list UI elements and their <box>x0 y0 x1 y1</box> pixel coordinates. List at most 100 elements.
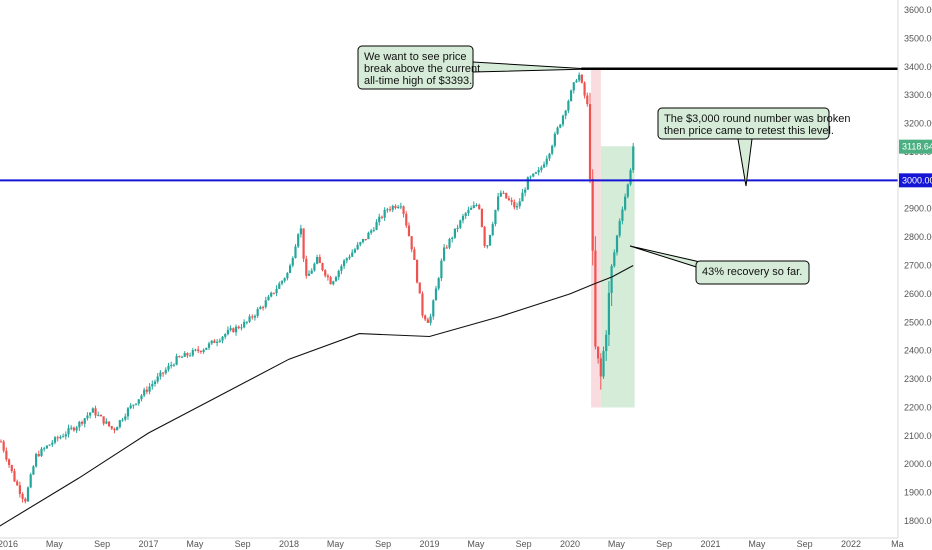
candle <box>542 164 546 168</box>
round-number-note-box <box>657 107 830 140</box>
candle <box>321 263 324 271</box>
candle <box>524 189 527 193</box>
candle <box>37 454 40 457</box>
candle <box>210 340 213 344</box>
candle <box>356 244 359 250</box>
candle <box>232 328 235 333</box>
candle <box>537 169 540 173</box>
candle <box>99 414 103 417</box>
candle <box>567 101 570 111</box>
ath-note-text: break above the current <box>364 63 480 75</box>
candle <box>270 292 273 297</box>
candle <box>586 95 589 105</box>
candle <box>402 206 405 214</box>
candle <box>591 179 594 251</box>
candle <box>615 235 619 253</box>
candle <box>151 384 154 387</box>
x-tick-label: Sep <box>235 539 251 549</box>
candle <box>451 237 454 240</box>
candle <box>264 300 267 308</box>
candle <box>226 330 230 335</box>
candle <box>21 493 24 499</box>
candle <box>459 220 462 228</box>
candle <box>83 418 86 424</box>
candle <box>429 316 432 323</box>
candle <box>137 399 140 404</box>
candle <box>415 259 419 283</box>
candle <box>51 442 54 445</box>
candle <box>64 434 67 437</box>
x-tick-label: Sep <box>797 539 813 549</box>
y-tick-label: 2500.00 <box>904 317 932 327</box>
candle <box>124 416 127 420</box>
candle <box>56 437 59 439</box>
candle <box>251 316 254 318</box>
candle <box>2 441 5 451</box>
candle <box>475 204 478 206</box>
candle <box>256 309 259 316</box>
moving-average-line <box>0 265 634 527</box>
candle <box>172 364 175 366</box>
y-tick-label: 2700.00 <box>904 261 932 271</box>
candle <box>70 427 73 429</box>
candle <box>334 277 338 282</box>
x-tick-label: Sep <box>94 539 110 549</box>
candle <box>583 82 586 96</box>
candle <box>505 192 508 199</box>
candle <box>259 307 262 310</box>
candle <box>313 263 316 271</box>
candle <box>551 145 554 154</box>
candle <box>559 124 562 128</box>
candle <box>578 74 581 81</box>
candle <box>599 358 602 377</box>
candle <box>510 200 513 202</box>
candle <box>153 381 157 385</box>
candle <box>243 321 246 328</box>
candle <box>359 242 362 245</box>
x-tick-label: May <box>467 539 485 549</box>
candle <box>548 153 551 159</box>
candle <box>234 326 238 333</box>
candle <box>213 340 216 344</box>
candle <box>113 428 116 431</box>
candle <box>294 246 297 259</box>
candle <box>205 347 208 350</box>
candle <box>367 232 370 240</box>
candle <box>397 206 400 208</box>
candle <box>486 245 489 247</box>
candle <box>110 426 113 429</box>
y-tick-label: 3500.00 <box>904 33 932 43</box>
current-price-tag: 3118.64 <box>902 142 932 152</box>
level-3000-tag-bg <box>899 173 932 188</box>
x-tick-label: 2022 <box>841 539 861 549</box>
candle <box>418 282 421 294</box>
candle <box>326 275 330 278</box>
ath-note-pointer <box>472 61 591 73</box>
candle <box>116 427 119 431</box>
candle <box>283 278 286 281</box>
candle <box>13 471 16 482</box>
candle <box>218 340 221 342</box>
candle <box>526 177 529 190</box>
candle <box>540 167 543 170</box>
y-tick-label: 2600.00 <box>904 289 932 299</box>
candle <box>594 250 597 347</box>
candle <box>102 416 105 424</box>
candle <box>618 220 621 236</box>
candle <box>161 372 165 374</box>
candle <box>453 228 456 238</box>
candle <box>16 481 19 486</box>
candle <box>229 328 232 331</box>
candle <box>67 428 70 435</box>
candle <box>448 239 451 248</box>
candle <box>626 184 629 197</box>
candle <box>545 158 548 165</box>
candle <box>302 228 305 259</box>
candle <box>380 216 384 218</box>
level-3000-tag: 3000.00 <box>902 175 932 185</box>
candle <box>491 224 494 235</box>
candle <box>324 270 327 276</box>
candle <box>224 334 227 337</box>
candle <box>78 421 81 428</box>
